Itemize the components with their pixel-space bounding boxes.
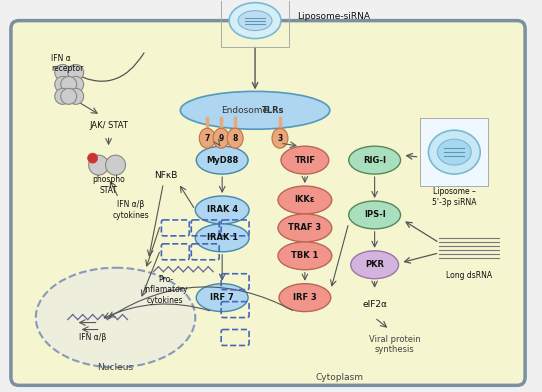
Text: IRF 7: IRF 7 <box>210 293 234 302</box>
Circle shape <box>61 88 76 104</box>
Ellipse shape <box>278 242 332 270</box>
Ellipse shape <box>196 146 248 174</box>
Text: 7: 7 <box>204 134 210 143</box>
Text: RIG-I: RIG-I <box>363 156 386 165</box>
Ellipse shape <box>349 201 401 229</box>
Text: IPS-I: IPS-I <box>364 211 385 220</box>
Ellipse shape <box>349 146 401 174</box>
Circle shape <box>88 153 98 163</box>
Text: Nucleus: Nucleus <box>98 363 134 372</box>
Circle shape <box>106 155 126 175</box>
Text: Endosome: Endosome <box>222 106 269 115</box>
Text: JAK/ STAT: JAK/ STAT <box>89 121 128 130</box>
Text: phospho
STAT: phospho STAT <box>92 175 125 195</box>
Text: IRF 3: IRF 3 <box>293 293 317 302</box>
Circle shape <box>55 76 70 93</box>
Text: receptor: receptor <box>51 64 83 73</box>
Text: IFN α: IFN α <box>51 54 70 63</box>
Text: Liposome –
5'-3p siRNA: Liposome – 5'-3p siRNA <box>432 187 476 207</box>
FancyBboxPatch shape <box>421 118 488 186</box>
Ellipse shape <box>351 251 398 279</box>
Text: TRIF: TRIF <box>294 156 315 165</box>
Ellipse shape <box>278 186 332 214</box>
Ellipse shape <box>180 91 330 129</box>
Circle shape <box>55 64 70 80</box>
Text: PKR: PKR <box>365 260 384 269</box>
Text: 9: 9 <box>218 134 224 143</box>
Text: IRAK 1: IRAK 1 <box>207 233 238 242</box>
FancyBboxPatch shape <box>11 21 525 385</box>
Ellipse shape <box>229 3 281 38</box>
Text: Liposome-siRNA: Liposome-siRNA <box>297 12 370 21</box>
Ellipse shape <box>281 146 329 174</box>
Ellipse shape <box>195 196 249 224</box>
Text: eIF2α: eIF2α <box>362 300 387 309</box>
Ellipse shape <box>213 128 229 148</box>
Text: 8: 8 <box>233 134 238 143</box>
Text: IFN α/β
cytokines: IFN α/β cytokines <box>112 200 149 220</box>
Text: 3: 3 <box>278 134 282 143</box>
Ellipse shape <box>199 128 215 148</box>
Ellipse shape <box>36 268 195 367</box>
Ellipse shape <box>437 139 472 165</box>
Ellipse shape <box>196 284 248 312</box>
Ellipse shape <box>227 128 243 148</box>
Text: IKKε: IKKε <box>295 196 315 205</box>
Text: TRAF 3: TRAF 3 <box>288 223 321 232</box>
Text: Viral protein
synthesis: Viral protein synthesis <box>369 335 421 354</box>
Ellipse shape <box>278 214 332 242</box>
Circle shape <box>68 88 83 104</box>
Ellipse shape <box>238 11 272 31</box>
Text: Long dsRNA: Long dsRNA <box>446 271 492 280</box>
Text: Pro-
inflamatory
cytokines: Pro- inflamatory cytokines <box>143 275 188 305</box>
Circle shape <box>68 64 83 80</box>
Text: Cytoplasm: Cytoplasm <box>316 373 364 382</box>
Circle shape <box>55 88 70 104</box>
Text: IRAK 4: IRAK 4 <box>207 205 238 214</box>
Circle shape <box>68 76 83 93</box>
Circle shape <box>61 76 76 93</box>
Ellipse shape <box>195 224 249 252</box>
Text: NFκB: NFκB <box>154 171 177 180</box>
Text: TLRs: TLRs <box>262 106 284 115</box>
Ellipse shape <box>279 284 331 312</box>
Text: MyD88: MyD88 <box>206 156 238 165</box>
Ellipse shape <box>272 128 288 148</box>
Text: TBK 1: TBK 1 <box>291 251 319 260</box>
Ellipse shape <box>428 130 480 174</box>
Text: IFN α/β: IFN α/β <box>79 333 106 342</box>
Circle shape <box>89 155 108 175</box>
